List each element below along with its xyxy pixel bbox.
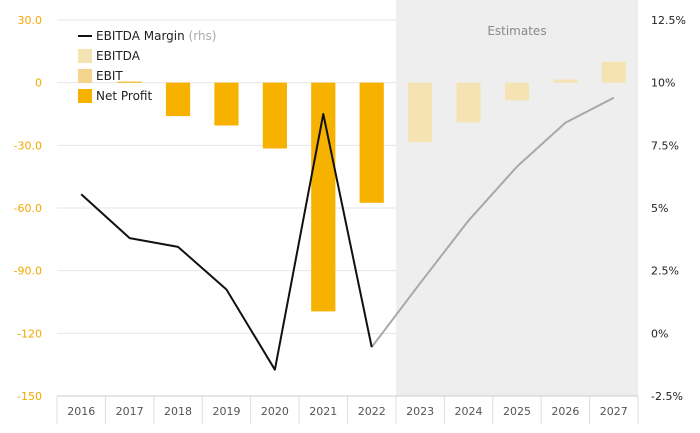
y-right-tick-label: 7.5% [651, 139, 679, 152]
legend-swatch-box [78, 89, 92, 103]
y-right-tick-label: 5% [651, 202, 668, 215]
x-tick-label: 2023 [406, 405, 434, 418]
bar-ebitda [504, 82, 530, 101]
legend-suffix: (rhs) [185, 29, 217, 43]
legend-label: EBITDA Margin (rhs) [96, 29, 217, 43]
legend-label: EBIT [96, 69, 123, 83]
x-tick-label: 2018 [164, 405, 192, 418]
estimates-label: Estimates [487, 24, 546, 38]
legend-label: Net Profit [96, 89, 152, 103]
x-tick-label: 2027 [600, 405, 628, 418]
estimates-region: Estimates [395, 0, 638, 396]
bar-ebitda [601, 61, 626, 83]
y-right-tick-label: -2.5% [651, 390, 683, 403]
y-right-tick-label: 10% [651, 77, 675, 90]
legend-label: EBITDA [96, 49, 141, 63]
axes: 2016 2017 2018 2019 2020 2021 2022 2023 2024 2025… [14, 14, 686, 424]
y-right-tick-label: 2.5% [651, 265, 679, 278]
bar-net-profit [262, 82, 287, 149]
y-left-tick-label: 30.0 [18, 14, 43, 27]
y-left-tick-label: -30.0 [14, 139, 42, 152]
x-tick-label: 2026 [551, 405, 579, 418]
x-tick-label: 2025 [503, 405, 531, 418]
y-left-tick-label: 0 [35, 77, 42, 90]
x-tick-label: 2024 [455, 405, 483, 418]
bar-net-profit [311, 82, 336, 312]
x-tick-label: 2021 [309, 405, 337, 418]
bar-net-profit [117, 81, 142, 83]
y-left-tick-label: -90.0 [14, 265, 42, 278]
bar-ebitda [553, 79, 578, 83]
y-right-tick-label: 12.5% [651, 14, 686, 27]
x-tick-label: 2020 [261, 405, 289, 418]
line-series [80, 96, 615, 371]
y-left-tick-label: -120 [17, 327, 42, 340]
estimates-band [395, 0, 638, 396]
x-tick-label: 2016 [67, 405, 95, 418]
bar-net-profit [359, 82, 384, 203]
bar-ebitda [456, 82, 481, 123]
ebitda-margin-line [80, 113, 373, 371]
legend-swatch-box [78, 49, 92, 63]
bar-series [117, 61, 626, 312]
x-tick-label: 2022 [358, 405, 386, 418]
legend-swatch-box [78, 69, 92, 83]
bar-net-profit [165, 82, 191, 117]
y-left-tick-label: -60.0 [14, 202, 42, 215]
y-right-tick-label: 0% [651, 327, 668, 340]
x-tick-label: 2017 [116, 405, 144, 418]
x-tick-label: 2019 [212, 405, 240, 418]
bar-net-profit [214, 82, 239, 126]
y-left-tick-label: -150 [17, 390, 42, 403]
ebitda-margin-line-estimates [370, 96, 615, 348]
legend: EBITDA Margin (rhs) EBITDA EBIT Net Profit [78, 29, 217, 103]
bar-ebitda [408, 82, 433, 143]
